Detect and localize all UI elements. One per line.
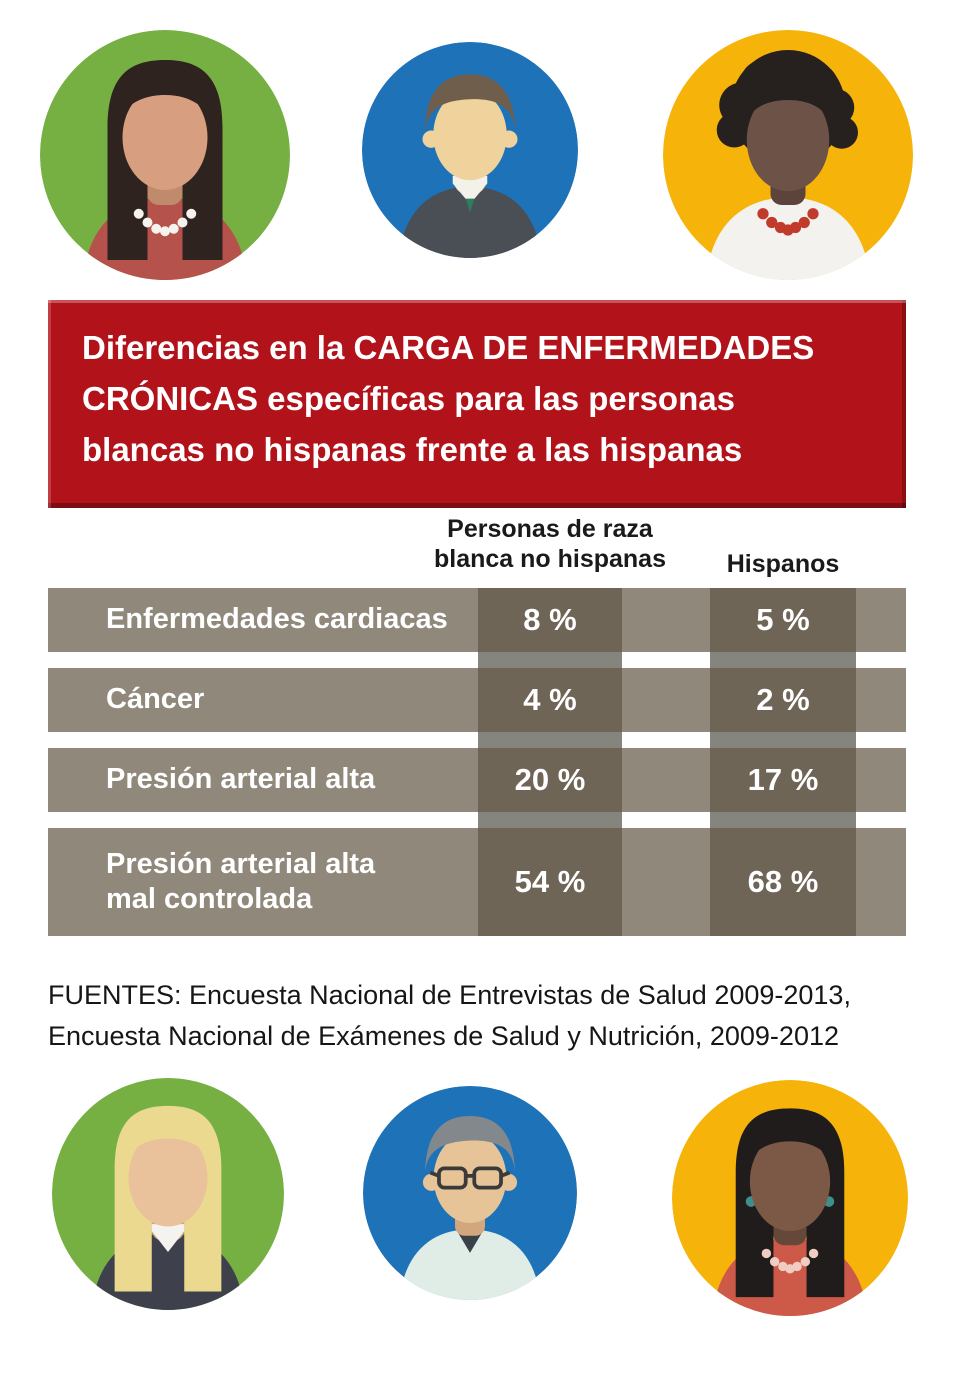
column-header-hispanic: Hispanos [726,550,840,578]
woman-blonde-icon [52,1078,284,1310]
avatar-man-suit-blue [362,42,578,258]
avatar-woman-dark-hair-green [40,30,290,280]
value-cell-white: 54 % [478,828,622,936]
avatar-woman-dark-skin-yellow [672,1080,908,1316]
value-cell-hispanic: 2 % [710,668,856,732]
value-cell-white: 8 % [478,588,622,652]
woman-necklace-icon [672,1080,908,1316]
value-cell-hispanic: 17 % [710,748,856,812]
row-label: Presión arterial alta mal controlada [106,847,376,915]
woman-curly-hair-icon [663,30,913,280]
man-doctor-glasses-icon [363,1086,577,1300]
disease-table: Enfermedades cardiacas 8 % 5 % Cáncer 4 … [48,588,906,936]
table-row: Presión arterial alta 20 % 17 % [48,748,906,812]
column-header-white-non-hispanic: Personas de raza blanca no hispanas [433,515,666,573]
table-row: Cáncer 4 % 2 % [48,668,906,732]
sources-text: FUENTES: Encuesta Nacional de Entrevista… [48,980,851,1051]
row-label: Enfermedades cardiacas [106,603,448,636]
value-cell-white: 4 % [478,668,622,732]
row-label: Presión arterial alta [106,763,376,796]
value-cell-hispanic: 68 % [710,828,856,936]
value-cell-hispanic: 5 % [710,588,856,652]
avatar-woman-curly-hair-yellow [663,30,913,280]
title-banner: Diferencias en la CARGA DE ENFERMEDADES … [48,300,906,508]
table-row: Presión arterial alta mal controlada 54 … [48,828,906,936]
man-suit-icon [362,42,578,258]
avatar-woman-blonde-green [52,1078,284,1310]
table-row: Enfermedades cardiacas 8 % 5 % [48,588,906,652]
avatar-man-doctor-blue [363,1086,577,1300]
row-label: Cáncer [106,683,205,716]
woman-dark-hair-icon [40,30,290,280]
value-cell-white: 20 % [478,748,622,812]
